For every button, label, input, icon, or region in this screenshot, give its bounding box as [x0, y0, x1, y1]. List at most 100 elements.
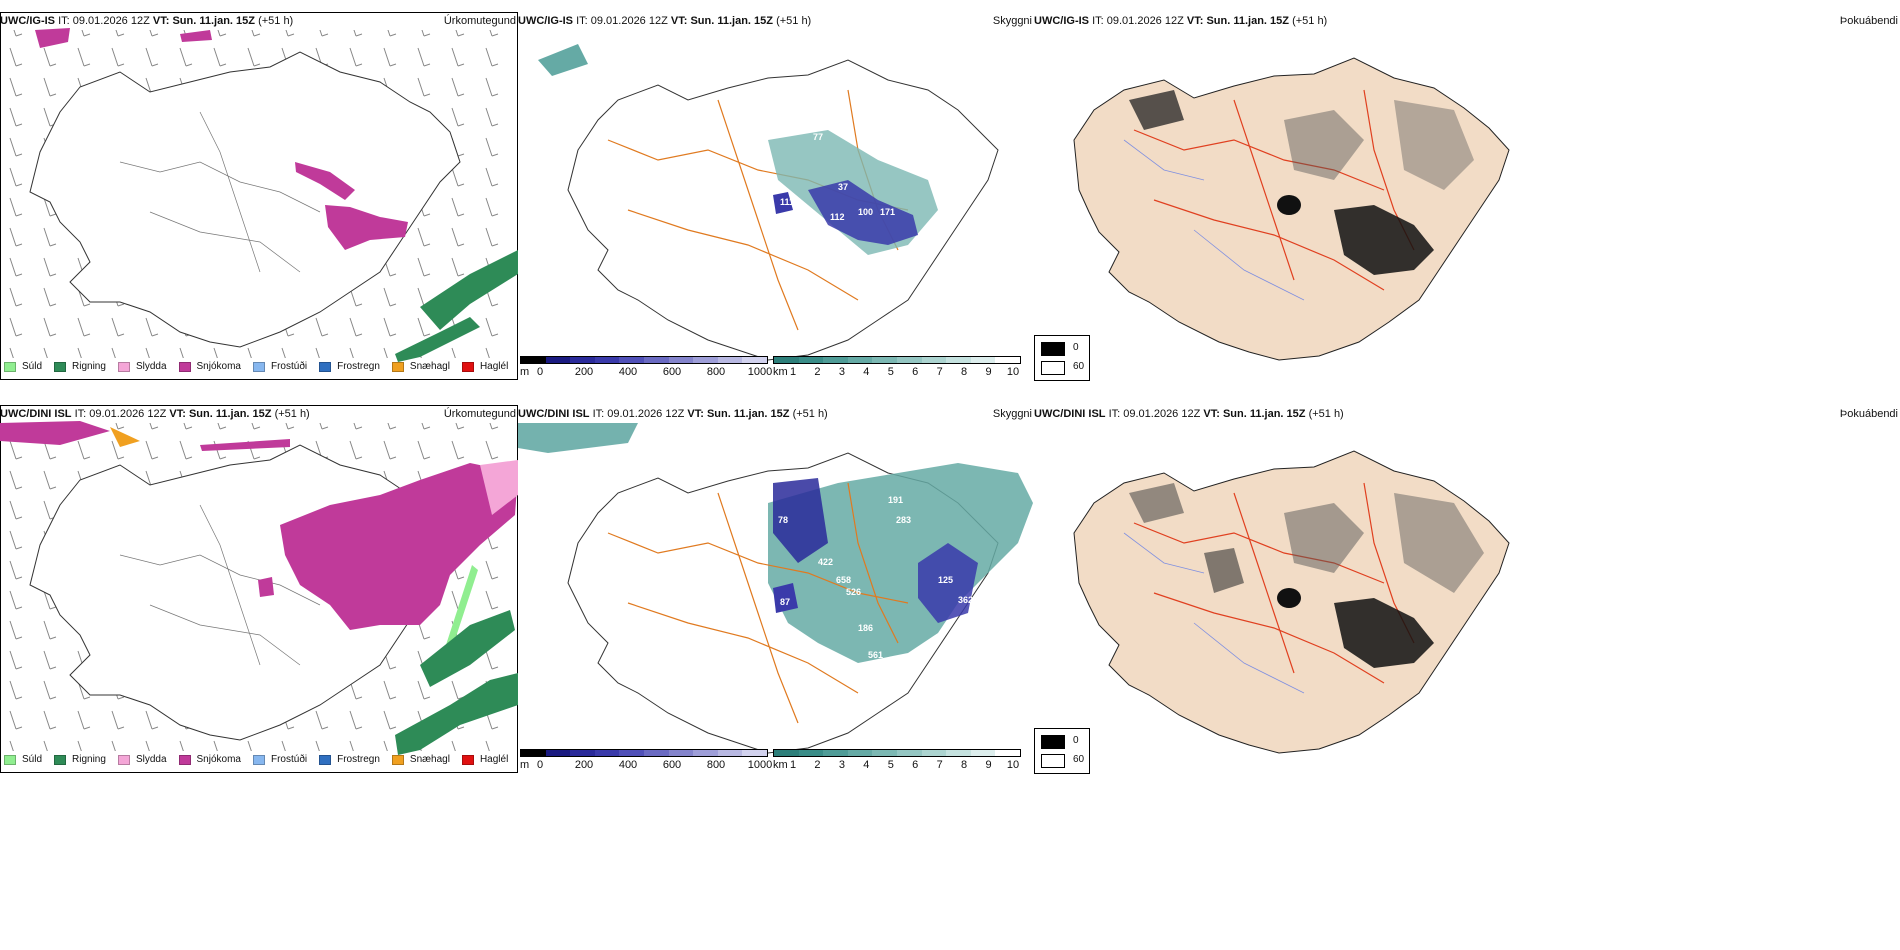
- valid-time-label: VT:: [169, 408, 186, 420]
- panel-header: UWC/IG-IS IT: 09.01.2026 12Z VT: Sun. 11…: [1034, 12, 1900, 30]
- precip-legend-item: Snæhagl: [391, 754, 450, 765]
- colorbar-tick-label: 4: [863, 759, 870, 771]
- colorbar-segment: [946, 357, 971, 363]
- init-time: 09.01.2026 12Z: [1106, 15, 1184, 27]
- colorbar-segment: [798, 357, 824, 363]
- precip-legend-item: Súld: [4, 361, 42, 372]
- visibility-map: 111 77 37 100 171 112: [538, 44, 999, 361]
- colorbar-segment: [896, 357, 922, 363]
- precip-legend-swatch: [4, 361, 16, 372]
- precip-legend-swatch: [252, 754, 265, 765]
- colorbar-tick-label: 3: [838, 759, 845, 771]
- colorbar-tick-label: 6: [912, 759, 919, 771]
- precip-legend-item: Frostúði: [252, 754, 307, 765]
- colorbar-tick-label: 9: [985, 366, 992, 378]
- colorbar-segment: [995, 357, 1020, 363]
- svg-text:111: 111: [780, 197, 794, 207]
- precip-legend-swatch: [252, 361, 265, 372]
- visibility-unit: km: [773, 366, 788, 378]
- precip-legend-swatch: [461, 361, 474, 372]
- init-time: 09.01.2026 12Z: [590, 15, 668, 27]
- svg-text:283: 283: [896, 515, 911, 525]
- precip-legend: Súld Rigning Slydda Snjókoma Frostúði Frostre…: [4, 361, 520, 372]
- colorbar-tick-label: 200: [574, 366, 594, 378]
- colorbar-segment: [970, 357, 996, 363]
- model-name: UWC/DINI ISL: [0, 408, 72, 420]
- visibility-panel-row2: UWC/DINI ISL IT: 09.01.2026 12Z VT: Sun.…: [518, 405, 1034, 775]
- colorbar-segment: [742, 750, 767, 756]
- colorbar-segment: [643, 750, 669, 756]
- svg-text:125: 125: [938, 575, 953, 585]
- cloud-base-bar: [520, 356, 768, 364]
- visibility-bar: [773, 356, 1021, 364]
- cloud-base-unit: m: [520, 759, 530, 771]
- colorbar-tick-label: 7: [936, 366, 943, 378]
- visibility-bar: [773, 749, 1021, 757]
- colorbar-segment: [921, 750, 947, 756]
- colorbar-segment: [570, 750, 595, 756]
- colorbar-tick-label: 0: [536, 366, 544, 378]
- colorbar-tick-label: 400: [618, 366, 638, 378]
- colorbar-segment: [668, 357, 694, 363]
- colorbar-tick-label: 1: [789, 366, 797, 378]
- init-time-label: IT:: [58, 15, 70, 27]
- colorbar-segment: [970, 750, 996, 756]
- svg-text:362: 362: [958, 595, 973, 605]
- colorbar-segment: [594, 357, 620, 363]
- panel-title: Skyggni: [992, 15, 1032, 27]
- model-name: UWC/IG-IS: [518, 15, 573, 27]
- cloud-base-colorbar: m 0 200 400 600 800 1000: [520, 749, 772, 775]
- precip-legend-swatch: [319, 361, 332, 372]
- colorbar-segment: [717, 357, 743, 363]
- fog-map: [1073, 450, 1510, 754]
- colorbar-segment: [521, 750, 546, 756]
- precip-legend-item: Snjókoma: [178, 361, 241, 372]
- precip-legend-label: Rigning: [72, 361, 106, 372]
- colorbar-tick-label: 4: [863, 366, 870, 378]
- precip-legend-label: Snæhagl: [409, 361, 450, 372]
- colorbar-segment: [594, 750, 620, 756]
- precip-legend-label: Haglél: [479, 754, 509, 765]
- precip-legend-label: Frostregn: [337, 361, 380, 372]
- init-time: 09.01.2026 12Z: [89, 408, 167, 420]
- colorbar-segment: [872, 750, 897, 756]
- visibility-colorbar: km 1 2 3 4 5 6 7 8 9 10: [773, 356, 1021, 382]
- svg-text:100: 100: [858, 207, 873, 217]
- colorbar-tick-label: 5: [887, 366, 894, 378]
- fog-panel-row1: UWC/IG-IS IT: 09.01.2026 12Z VT: Sun. 11…: [1034, 12, 1900, 382]
- valid-time: Sun. 11.jan. 15Z: [172, 15, 255, 27]
- colorbar-tick-label: 600: [662, 759, 682, 771]
- svg-text:37: 37: [838, 182, 848, 192]
- colorbar-tick-label: 9: [985, 759, 992, 771]
- colorbar-segment: [545, 357, 571, 363]
- svg-text:422: 422: [818, 557, 833, 567]
- precip-legend-swatch: [391, 754, 404, 765]
- precip-legend-label: Haglél: [479, 361, 509, 372]
- precip-legend-item: Frostregn: [319, 361, 380, 372]
- precip-legend: Súld Rigning Slydda Snjókoma Frostúði Frostre…: [4, 754, 520, 765]
- snow-area: [35, 28, 70, 48]
- precip-legend-item: Frostregn: [319, 754, 380, 765]
- panel-header: UWC/IG-IS IT: 09.01.2026 12Z VT: Sun. 11…: [518, 12, 1034, 30]
- precip-legend-item: Rigning: [54, 754, 106, 765]
- colorbar-segment: [742, 357, 767, 363]
- model-name: UWC/DINI ISL: [518, 408, 590, 420]
- visibility-unit: km: [773, 759, 788, 771]
- visibility-colorbar: km 1 2 3 4 5 6 7 8 9 10: [773, 749, 1021, 775]
- drizzle-strip: [444, 565, 478, 655]
- colorbar-segment: [545, 750, 571, 756]
- colorbar-segment: [872, 357, 897, 363]
- precip-legend-swatch: [4, 754, 16, 765]
- panel-title: Þokuábendi: [1839, 408, 1898, 420]
- colorbar-tick-label: 800: [706, 366, 726, 378]
- map-frame: [0, 405, 518, 773]
- cloud-base-bar: [520, 749, 768, 757]
- precip-legend-swatch: [54, 754, 67, 765]
- precip-legend-label: Slydda: [135, 754, 167, 765]
- colorbar-tick-label: 10: [1006, 759, 1020, 771]
- colorbar-segment: [668, 750, 694, 756]
- rain-area: [420, 610, 515, 687]
- precip-legend-label: Snjókoma: [196, 361, 241, 372]
- colorbar-tick-label: 1000: [747, 366, 773, 378]
- colorbar-tick-label: 0: [536, 759, 544, 771]
